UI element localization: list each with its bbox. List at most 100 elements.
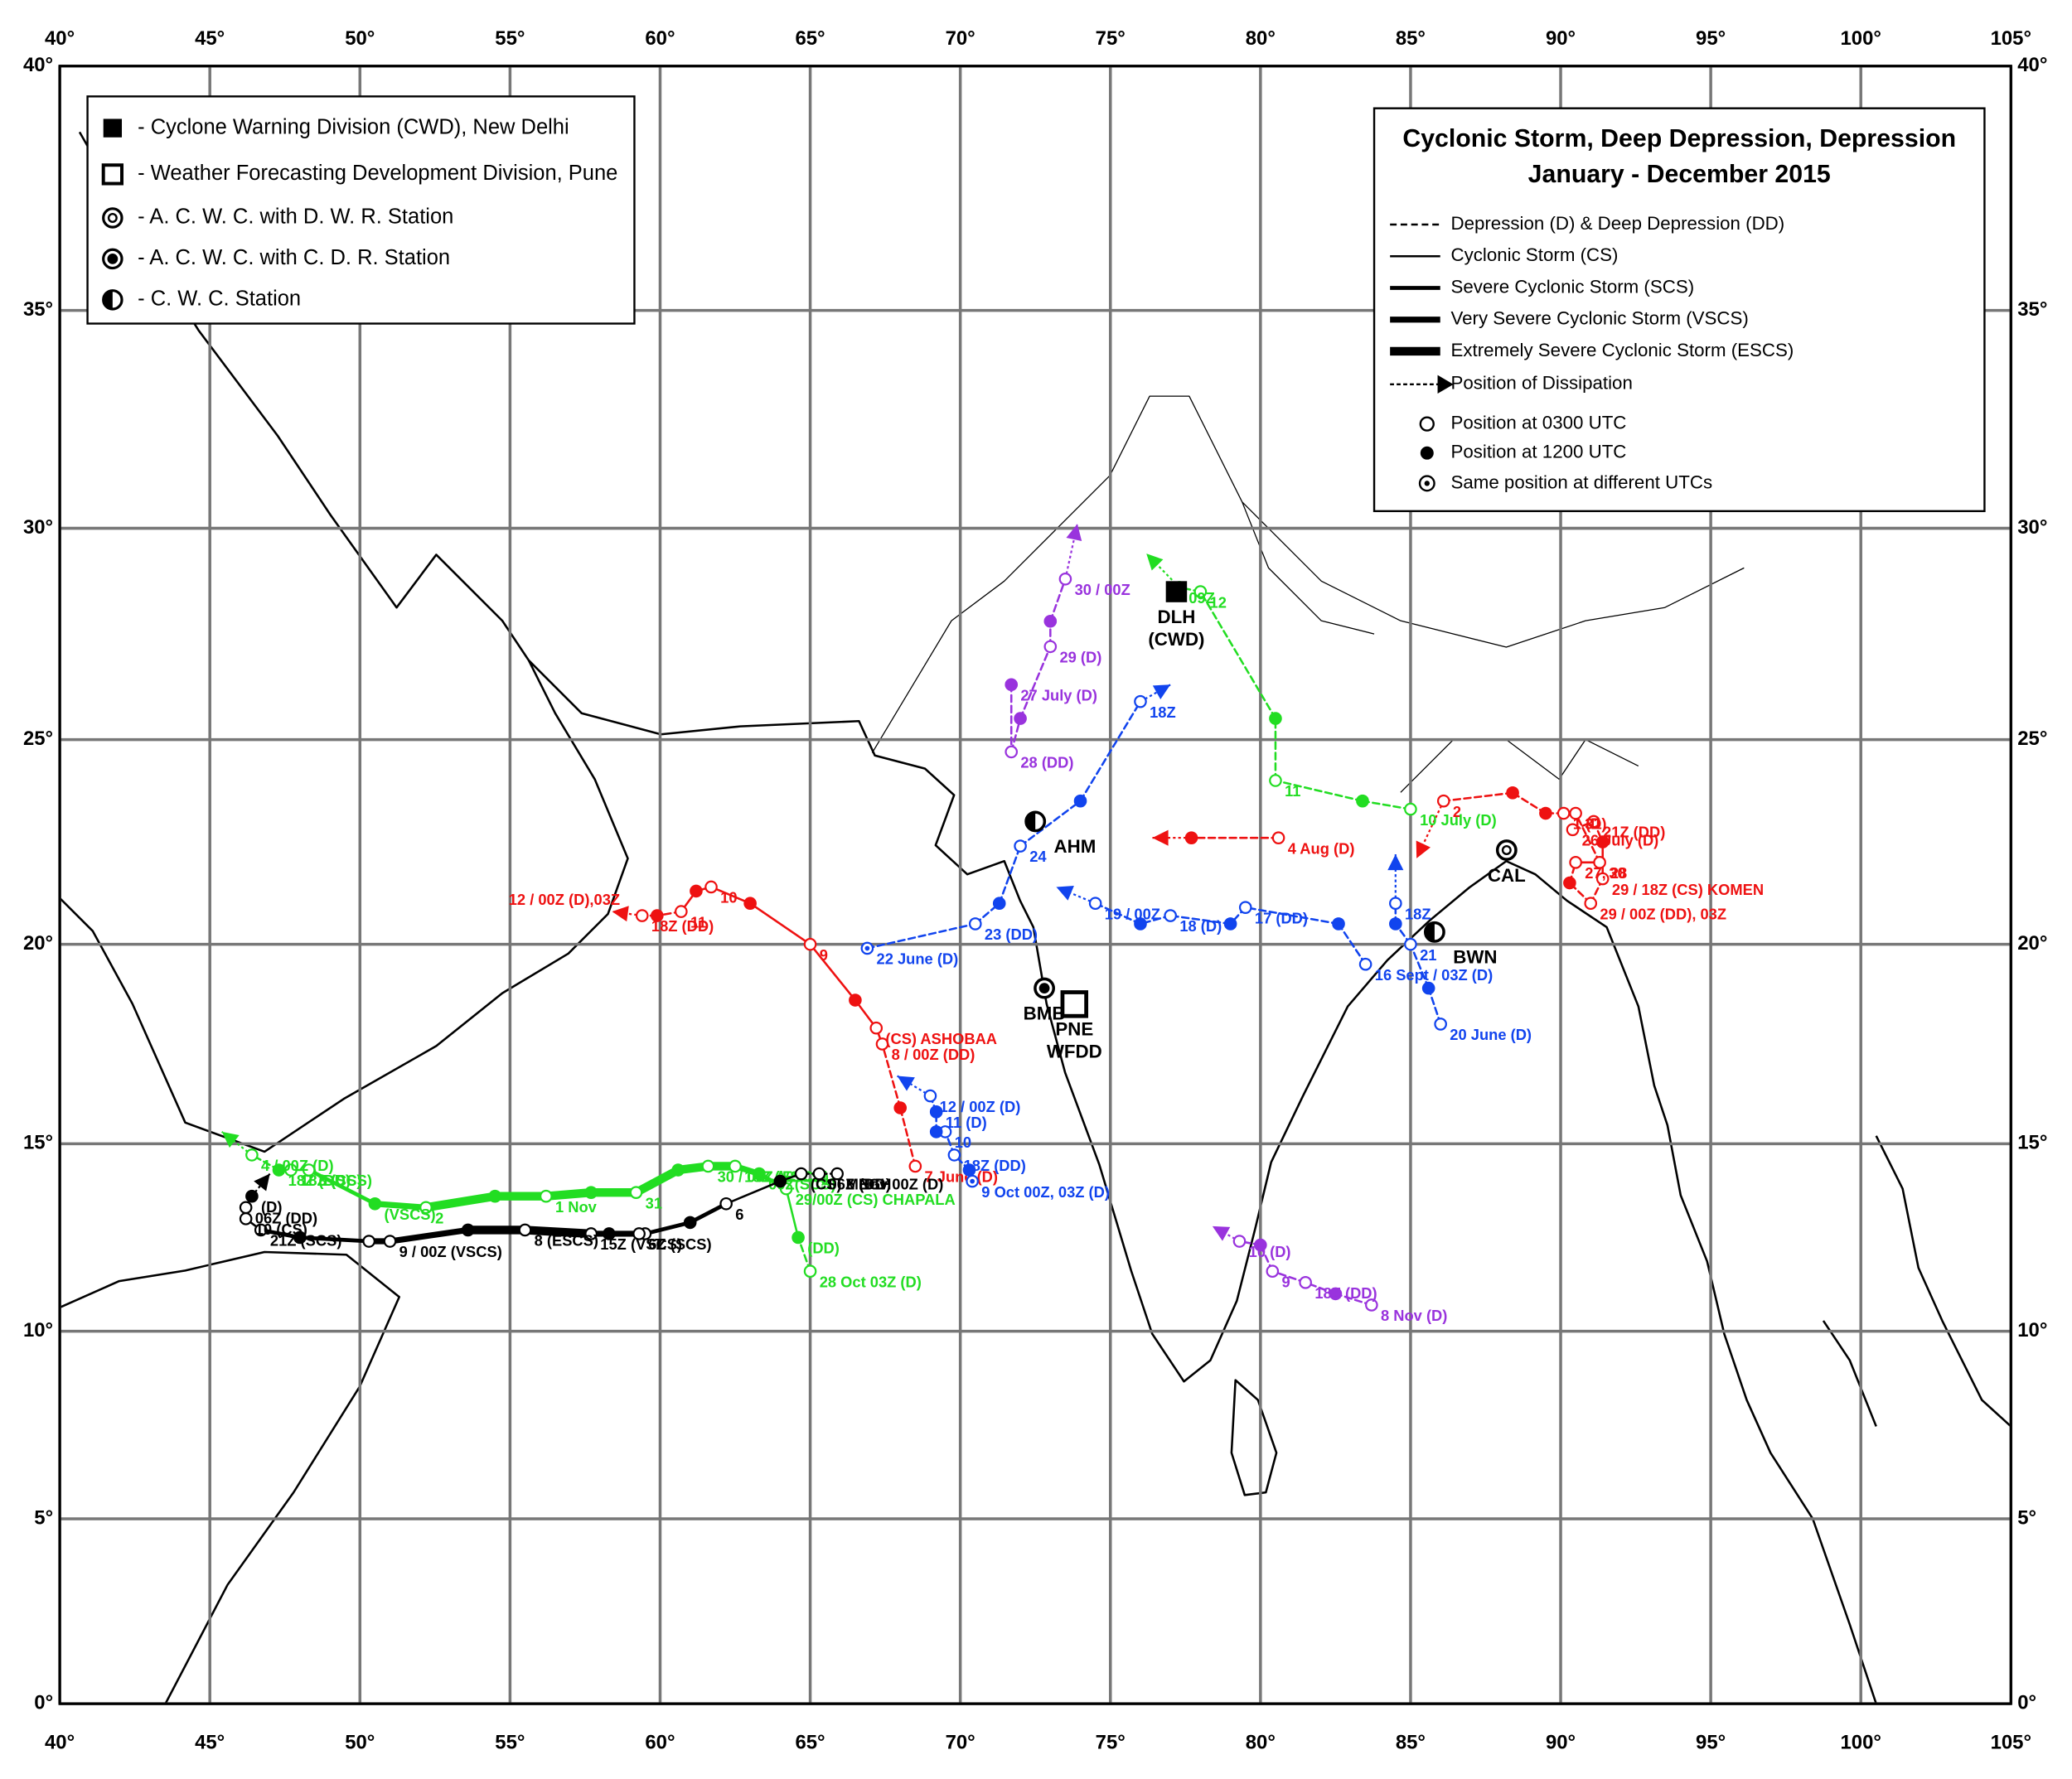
- track-segment: [371, 1201, 429, 1211]
- track: 12 / 00Z (D),03Z 7 June (D) 8 / 00Z (DD)(C…: [509, 880, 998, 1186]
- track-segment: [785, 1187, 800, 1239]
- track-label: 16 Sept / 03Z (D): [1375, 966, 1493, 984]
- lat-tick-label: 10°: [23, 1319, 53, 1342]
- track-label: 31: [1585, 815, 1601, 833]
- track-label: 8 Nov (D): [1381, 1307, 1447, 1324]
- station-label: WFDD: [1047, 1042, 1102, 1062]
- track-point: [603, 1227, 616, 1240]
- track-point: [875, 1037, 889, 1051]
- track-point: [923, 1089, 937, 1103]
- track-label: (VSCS): [385, 1206, 436, 1223]
- coastline-africa: [59, 1250, 401, 1704]
- track-label: 2: [1453, 803, 1461, 820]
- lat-tick-label: 35°: [2017, 298, 2047, 321]
- track-point: [1043, 640, 1058, 654]
- track-label: (CS) MEGH: [811, 1176, 892, 1193]
- track-segment: [1361, 800, 1412, 810]
- track-point: [362, 1235, 375, 1248]
- track-point: [1539, 806, 1552, 820]
- symbol-ring: [102, 207, 123, 229]
- track-segment: [1049, 578, 1067, 623]
- track-point: [293, 1230, 307, 1245]
- station-legend-text: - A. C. W. C. with D. W. R. Station: [138, 205, 453, 229]
- lon-tick-label: 80°: [1246, 27, 1276, 50]
- track-label: 2: [435, 1209, 443, 1226]
- track-label: 9 Oct 00Z, 03Z (D): [981, 1183, 1110, 1201]
- lat-tick-label: 40°: [23, 54, 53, 76]
- track-point: [1193, 585, 1208, 598]
- track-legend: Cyclonic Storm, Deep Depression, Depress…: [1372, 107, 1986, 513]
- dissipation-arrow: [1387, 853, 1404, 871]
- track-point: [753, 1167, 766, 1181]
- lat-tick-label: 35°: [23, 298, 53, 321]
- track-point-dot: [970, 1178, 975, 1184]
- track-point: [540, 1189, 553, 1203]
- track-point: [1269, 712, 1282, 725]
- track-label: 29 / 00Z (DD), 03Z: [1600, 905, 1726, 922]
- track-point: [1269, 774, 1282, 787]
- track-label: 9: [820, 946, 828, 964]
- track-label: 10 (D): [1249, 1243, 1291, 1260]
- track-segment: [748, 902, 811, 945]
- track-segment: [1574, 812, 1601, 864]
- track-label: 12 / 00Z (D): [940, 1098, 1021, 1115]
- legend-text: Cyclonic Storm (CS): [1450, 244, 1618, 265]
- track-point: [1299, 1276, 1312, 1289]
- track-label: 28 (DD): [1020, 754, 1073, 771]
- track-point: [1184, 831, 1198, 844]
- track-point: [743, 897, 757, 911]
- legend-text: Extremely Severe Cyclonic Storm (ESCS): [1450, 340, 1794, 360]
- track: 16 Sept / 03Z (D) 17 (DD) 18 (D) 19 / 00Z: [1056, 886, 1493, 984]
- track-point: [368, 1196, 382, 1211]
- lon-tick-label: 100°: [1841, 27, 1881, 50]
- track-point: [1365, 1298, 1378, 1312]
- track-label: 1 Nov: [555, 1198, 598, 1216]
- track-label: 28 Oct 03Z (D): [820, 1273, 922, 1290]
- track-point: [629, 1186, 643, 1199]
- track-point: [302, 1163, 316, 1177]
- track-segment: [259, 1228, 303, 1240]
- track-label: 10 (CS): [255, 1221, 307, 1238]
- track-label: 18Z (DD): [288, 1172, 351, 1189]
- marker-open: [1419, 416, 1435, 432]
- lon-tick-label: 75°: [1096, 27, 1126, 50]
- track-segment: [724, 1180, 782, 1206]
- track-point: [1404, 802, 1417, 816]
- track-label: 11 (D): [946, 1114, 987, 1131]
- track-label: 18Z (DD): [651, 917, 714, 935]
- track-point: [518, 1223, 532, 1237]
- station-label: (CWD): [1148, 629, 1204, 650]
- lon-tick-label: 90°: [1546, 1731, 1576, 1753]
- station-symbol: [1060, 990, 1089, 1018]
- symbol-ring-filled-dot: [107, 254, 119, 264]
- lon-tick-label: 40°: [45, 1731, 75, 1753]
- track-point: [1421, 981, 1435, 995]
- track-point: [1058, 572, 1072, 586]
- track-point: [1134, 694, 1147, 708]
- track-label: 18 (D): [1179, 917, 1222, 935]
- track-label: 06Z (DD): [829, 1176, 891, 1193]
- track-point: [947, 1148, 961, 1162]
- lat-tick-label: 0°: [34, 1691, 53, 1714]
- station-symbol-dot: [1038, 983, 1050, 993]
- track-point: [1329, 1287, 1343, 1301]
- track-label: (D): [261, 1198, 282, 1216]
- track-segment: [866, 922, 977, 950]
- lon-tick-label: 70°: [946, 27, 975, 50]
- track-point: [962, 1163, 976, 1177]
- track-label: 27, 28: [1585, 864, 1627, 882]
- track-label: 19 / 00Z: [1105, 905, 1160, 922]
- track-label: 20 June (D): [1450, 1026, 1532, 1043]
- track-point: [584, 1227, 598, 1240]
- track-label: 10 July (D): [1420, 811, 1497, 829]
- track-point: [1436, 794, 1450, 808]
- legend-text: Same position at different UTCs: [1450, 471, 1712, 492]
- track-point: [704, 880, 718, 894]
- track-segment: [709, 886, 752, 905]
- lon-tick-label: 55°: [495, 27, 525, 50]
- track-point: [1569, 856, 1582, 869]
- track-point: [1595, 872, 1610, 886]
- lat-tick-label: 30°: [23, 516, 53, 539]
- track-point: [1556, 806, 1571, 820]
